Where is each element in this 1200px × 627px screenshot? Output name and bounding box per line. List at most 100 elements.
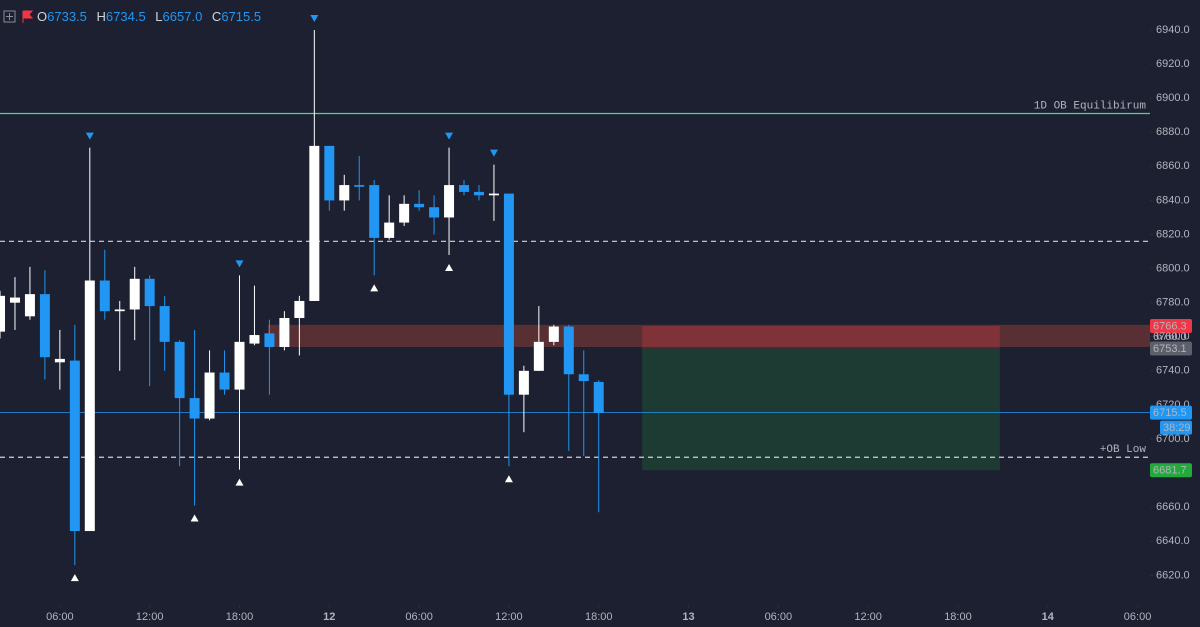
y-tick-label: 6620.0	[1156, 569, 1190, 581]
y-tick-label: 6940.0	[1156, 24, 1190, 36]
x-tick-label: 12:00	[495, 611, 523, 623]
level-label: 1D OB Equilibirum	[1034, 100, 1147, 112]
candle-body	[459, 185, 470, 192]
candle-body	[159, 306, 170, 342]
x-tick-label: 13	[682, 611, 694, 623]
candle-body	[444, 185, 455, 218]
candle-body	[249, 335, 260, 344]
fractal-low	[190, 514, 199, 522]
y-tick-label: 6820.0	[1156, 228, 1190, 240]
candle-body	[369, 185, 380, 238]
y-tick-label: 6920.0	[1156, 58, 1190, 70]
candle-body	[488, 193, 499, 196]
y-tick-label: 6840.0	[1156, 194, 1190, 206]
candle-body	[548, 326, 559, 342]
fractal-low	[445, 263, 454, 271]
candle-body	[144, 278, 155, 307]
candle-body	[264, 333, 275, 347]
ohlc-letter: C	[212, 9, 221, 24]
candle-body	[473, 191, 484, 196]
candle-body	[339, 185, 350, 201]
ohlc-letter: O	[37, 9, 47, 24]
y-tick-label: 6860.0	[1156, 160, 1190, 172]
ob-zone	[267, 324, 1150, 347]
expand-icon-cross	[6, 13, 13, 20]
candle-body	[39, 294, 50, 358]
ohlc-value: 6734.5	[106, 9, 146, 24]
y-tick-label: 6760.0	[1156, 331, 1190, 343]
stop-tag	[1150, 319, 1192, 334]
fractal-high	[235, 260, 244, 268]
countdown-tag	[1160, 420, 1192, 435]
ohlc-value: 6657.0	[163, 9, 203, 24]
ohlc-header: O6733.5 H6734.5 L6657.0 C6715.5	[37, 9, 261, 24]
candle-body	[129, 278, 140, 310]
flag-icon[interactable]	[22, 10, 34, 23]
x-tick-label: 12	[323, 611, 335, 623]
entry-tag-label: 6753.1	[1153, 343, 1187, 355]
candle-body	[9, 297, 20, 303]
candle-body	[84, 280, 95, 532]
candle-body	[578, 374, 589, 382]
candle-body	[54, 358, 65, 363]
candle-body	[174, 341, 185, 399]
expand-icon[interactable]	[3, 10, 16, 23]
x-tick-label: 18:00	[585, 611, 613, 623]
ohlc-value: 6715.5	[221, 9, 261, 24]
target-tag-label: 6681.7	[1153, 465, 1187, 477]
target-zone	[642, 348, 1000, 471]
last-price-tag	[1150, 405, 1192, 420]
candle-body	[518, 370, 529, 395]
y-tick-label: 6900.0	[1156, 92, 1190, 104]
fractal-high	[85, 132, 94, 140]
candle-body	[503, 193, 514, 395]
y-tick-label: 6660.0	[1156, 501, 1190, 513]
fractal-high	[489, 149, 498, 157]
y-tick-label: 6780.0	[1156, 297, 1190, 309]
entry-tag	[1150, 341, 1192, 356]
y-tick-label: 6880.0	[1156, 126, 1190, 138]
ohlc-letter: H	[97, 9, 106, 24]
candle-body	[234, 341, 245, 390]
x-tick-label: 14	[1042, 611, 1055, 623]
plot-area: 6620.06640.06660.06680.06700.06720.06740…	[0, 14, 1192, 623]
countdown-label: 38:29	[1163, 422, 1191, 434]
candle-body	[384, 222, 395, 238]
candle-body	[593, 381, 604, 413]
candle-body	[0, 295, 5, 332]
fractal-low	[235, 478, 244, 486]
candle-body	[189, 398, 200, 419]
level-label: +OB Low	[1100, 444, 1147, 456]
y-tick-label: 6700.0	[1156, 433, 1190, 445]
stop-zone	[642, 326, 1000, 349]
x-tick-label: 18:00	[944, 611, 972, 623]
candle-body	[563, 326, 574, 375]
fractal-low	[370, 284, 379, 292]
y-tick-label: 6740.0	[1156, 365, 1190, 377]
ohlc-letter: L	[155, 9, 162, 24]
x-tick-label: 06:00	[1124, 611, 1152, 623]
candle-body	[219, 372, 230, 390]
fractal-high	[310, 14, 319, 22]
x-tick-label: 06:00	[765, 611, 793, 623]
x-tick-label: 06:00	[46, 611, 74, 623]
candle-body	[354, 185, 365, 187]
target-tag	[1150, 463, 1192, 478]
candle-body	[399, 203, 410, 223]
candle-body	[309, 145, 320, 301]
candle-body	[204, 372, 215, 419]
x-tick-label: 18:00	[226, 611, 254, 623]
candle-body	[429, 207, 440, 218]
fractal-low	[504, 475, 513, 483]
x-tick-label: 06:00	[405, 611, 433, 623]
candle-body	[279, 318, 290, 347]
candle-body	[99, 280, 110, 312]
x-tick-label: 12:00	[854, 611, 882, 623]
y-tick-label: 6640.0	[1156, 535, 1190, 547]
stop-tag-label: 6766.3	[1153, 320, 1187, 332]
candle-body	[24, 294, 35, 317]
candle-body	[294, 300, 305, 319]
candle-body	[69, 360, 80, 532]
